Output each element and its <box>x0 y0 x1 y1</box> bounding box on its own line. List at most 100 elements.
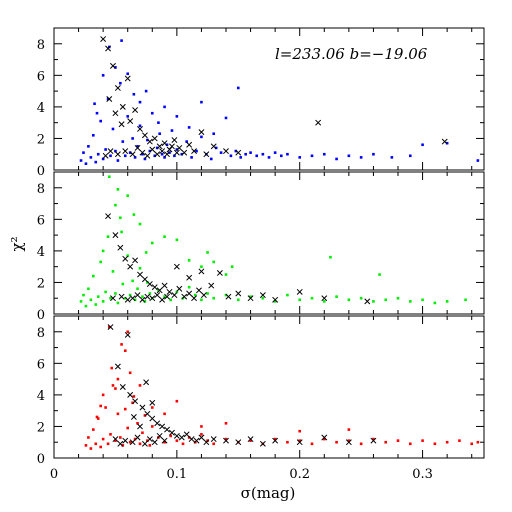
data-point <box>347 154 351 158</box>
data-point <box>464 298 467 302</box>
data-point <box>141 295 144 298</box>
data-point <box>126 72 130 76</box>
cross-marker <box>203 151 210 158</box>
cross-marker <box>156 143 163 150</box>
cross-marker <box>141 276 148 283</box>
data-point <box>175 439 179 442</box>
panel-top: 0 2 4 6 8 <box>37 27 485 179</box>
cross-marker <box>181 293 188 300</box>
data-point <box>101 74 105 77</box>
data-point <box>150 241 154 245</box>
data-point <box>109 296 112 300</box>
data-point <box>298 156 302 159</box>
data-point <box>121 282 125 286</box>
cross-marker <box>176 144 183 151</box>
data-point <box>322 152 326 156</box>
cross-marker <box>154 420 161 427</box>
data-point <box>109 154 112 158</box>
y-tick-label: 8 <box>37 38 45 53</box>
data-point <box>286 152 289 156</box>
cross-marker <box>146 138 153 145</box>
cross-marker <box>198 129 205 136</box>
data-point <box>120 39 123 42</box>
data-point <box>169 434 173 438</box>
data-point <box>138 100 142 104</box>
data-point <box>101 157 105 161</box>
data-point <box>163 295 166 298</box>
data-point <box>92 274 95 278</box>
data-point <box>94 442 98 446</box>
data-point <box>111 127 115 131</box>
data-point <box>273 300 277 303</box>
data-point <box>138 442 142 446</box>
cross-marker <box>132 398 139 405</box>
data-point <box>200 135 203 139</box>
data-point <box>187 285 191 289</box>
data-point <box>104 290 107 294</box>
cross-marker <box>223 437 229 444</box>
y-tick-label: 0 <box>37 452 45 467</box>
data-point <box>99 445 102 449</box>
panel-frame <box>53 27 485 171</box>
data-point <box>82 293 85 297</box>
cross-marker <box>186 141 193 148</box>
data-point <box>273 437 277 441</box>
panel-frame <box>53 171 485 315</box>
data-point <box>224 116 228 120</box>
y-tick-label: 4 <box>37 245 45 260</box>
cross-marker <box>105 213 112 220</box>
data-point <box>87 145 90 148</box>
data-point <box>120 343 123 346</box>
data-point <box>123 407 127 411</box>
data-point <box>148 444 152 447</box>
data-point <box>95 415 99 419</box>
cross-marker <box>124 331 131 338</box>
data-point <box>131 279 134 283</box>
cross-marker <box>171 292 178 299</box>
data-point <box>150 406 154 409</box>
data-point <box>212 296 216 300</box>
data-point <box>408 300 412 303</box>
cross-marker <box>100 36 107 42</box>
cross-marker <box>272 296 279 303</box>
data-point <box>224 437 228 441</box>
data-point <box>224 273 228 276</box>
data-point <box>132 395 136 398</box>
data-point <box>310 154 314 158</box>
data-point <box>249 151 252 154</box>
cross-marker <box>114 85 121 91</box>
y-tick-label: 2 <box>37 132 45 147</box>
data-point <box>286 440 289 444</box>
cross-marker <box>154 292 161 299</box>
data-point <box>239 156 243 159</box>
data-point <box>89 298 93 302</box>
data-point <box>138 384 142 387</box>
data-point <box>347 428 351 431</box>
data-point <box>92 133 95 137</box>
cross-marker <box>208 282 215 289</box>
data-point <box>421 439 424 442</box>
data-point <box>93 102 96 106</box>
y-tick-label: 6 <box>37 69 45 84</box>
data-point <box>92 428 95 431</box>
data-point <box>119 81 122 85</box>
data-point <box>212 442 216 446</box>
cross-marker <box>166 288 173 295</box>
data-point <box>396 296 400 300</box>
cross-marker <box>118 121 125 128</box>
cross-marker <box>114 151 121 158</box>
data-point <box>163 235 166 238</box>
data-point <box>138 222 142 226</box>
data-point <box>378 273 381 276</box>
data-point <box>372 437 375 441</box>
data-point <box>195 149 198 153</box>
data-point <box>359 296 363 300</box>
cross-marker <box>168 143 175 150</box>
data-point <box>169 298 173 302</box>
data-point <box>229 154 233 158</box>
cross-marker <box>370 437 377 444</box>
data-point <box>261 296 265 300</box>
y-tick-label: 6 <box>37 213 45 228</box>
cross-marker <box>112 110 119 117</box>
cross-marker <box>114 363 121 370</box>
